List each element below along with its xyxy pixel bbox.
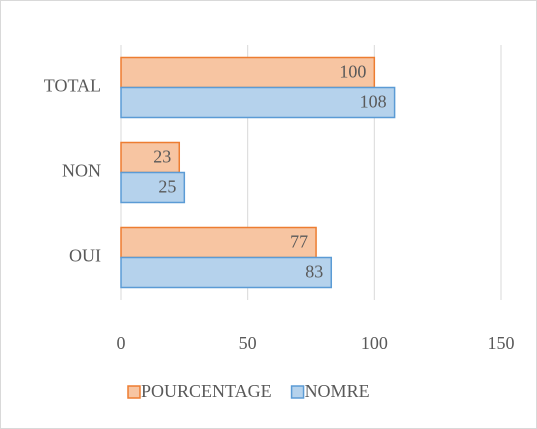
x-tick-label: 50 [239, 333, 257, 353]
bar [120, 56, 376, 89]
bar [120, 226, 317, 259]
y-tick-label: OUI [69, 246, 101, 266]
data-label: 83 [305, 262, 323, 282]
bar [120, 86, 396, 119]
legend-label: POURCENTAGE [141, 381, 272, 401]
legend-swatch [127, 385, 141, 399]
data-label: 100 [339, 62, 366, 82]
data-label: 108 [360, 92, 387, 112]
bar [120, 171, 186, 204]
x-tick-label: 150 [488, 333, 515, 353]
data-label: 23 [153, 147, 171, 167]
legend-swatch [290, 385, 305, 399]
y-tick-label: TOTAL [44, 76, 101, 96]
x-tick-label: 100 [361, 333, 388, 353]
x-tick-label: 0 [117, 333, 126, 353]
data-label: 77 [290, 232, 308, 252]
data-label: 25 [158, 177, 176, 197]
bar [120, 256, 333, 289]
y-tick-label: NON [62, 161, 101, 181]
legend-label: NOMRE [305, 381, 370, 401]
